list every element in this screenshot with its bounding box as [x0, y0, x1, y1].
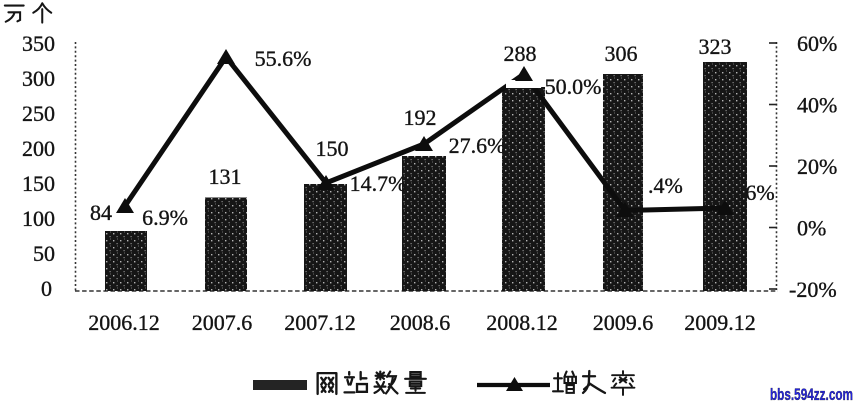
svg-text:131: 131 [209, 164, 242, 189]
svg-text:60%: 60% [797, 31, 837, 56]
svg-text:323: 323 [699, 34, 732, 59]
svg-text:0%: 0% [797, 216, 826, 241]
svg-text:14.7%: 14.7% [350, 171, 407, 196]
svg-text:150: 150 [22, 171, 55, 196]
svg-text:27.6%: 27.6% [449, 133, 506, 158]
svg-text:40%: 40% [797, 93, 837, 118]
svg-text:2007.6: 2007.6 [192, 310, 253, 335]
svg-text:2009.6: 2009.6 [593, 310, 654, 335]
svg-text:2009.12: 2009.12 [684, 310, 756, 335]
svg-text:0: 0 [41, 276, 52, 301]
svg-text:-20%: -20% [789, 277, 837, 302]
svg-text:bbs.594zz.com: bbs.594zz.com [770, 385, 853, 404]
svg-text:200: 200 [22, 136, 55, 161]
svg-text:50: 50 [33, 241, 55, 266]
svg-text:20%: 20% [797, 154, 837, 179]
svg-text:2008.12: 2008.12 [486, 310, 558, 335]
svg-text:192: 192 [404, 105, 437, 130]
svg-text:100: 100 [22, 206, 55, 231]
svg-text:2007.12: 2007.12 [284, 310, 356, 335]
svg-text:306: 306 [605, 41, 638, 66]
svg-text:150: 150 [316, 136, 349, 161]
svg-text:6.9%: 6.9% [142, 205, 188, 230]
svg-text:2006.12: 2006.12 [88, 310, 160, 335]
svg-text:84: 84 [90, 200, 112, 225]
svg-text:.4%: .4% [648, 173, 683, 198]
svg-text:288: 288 [504, 41, 537, 66]
svg-text:300: 300 [22, 66, 55, 91]
svg-text:50.0%: 50.0% [545, 74, 602, 99]
svg-text:250: 250 [22, 101, 55, 126]
svg-text:6%: 6% [745, 180, 774, 205]
svg-text:55.6%: 55.6% [255, 46, 312, 71]
svg-text:350: 350 [22, 31, 55, 56]
svg-text:2008.6: 2008.6 [390, 310, 451, 335]
